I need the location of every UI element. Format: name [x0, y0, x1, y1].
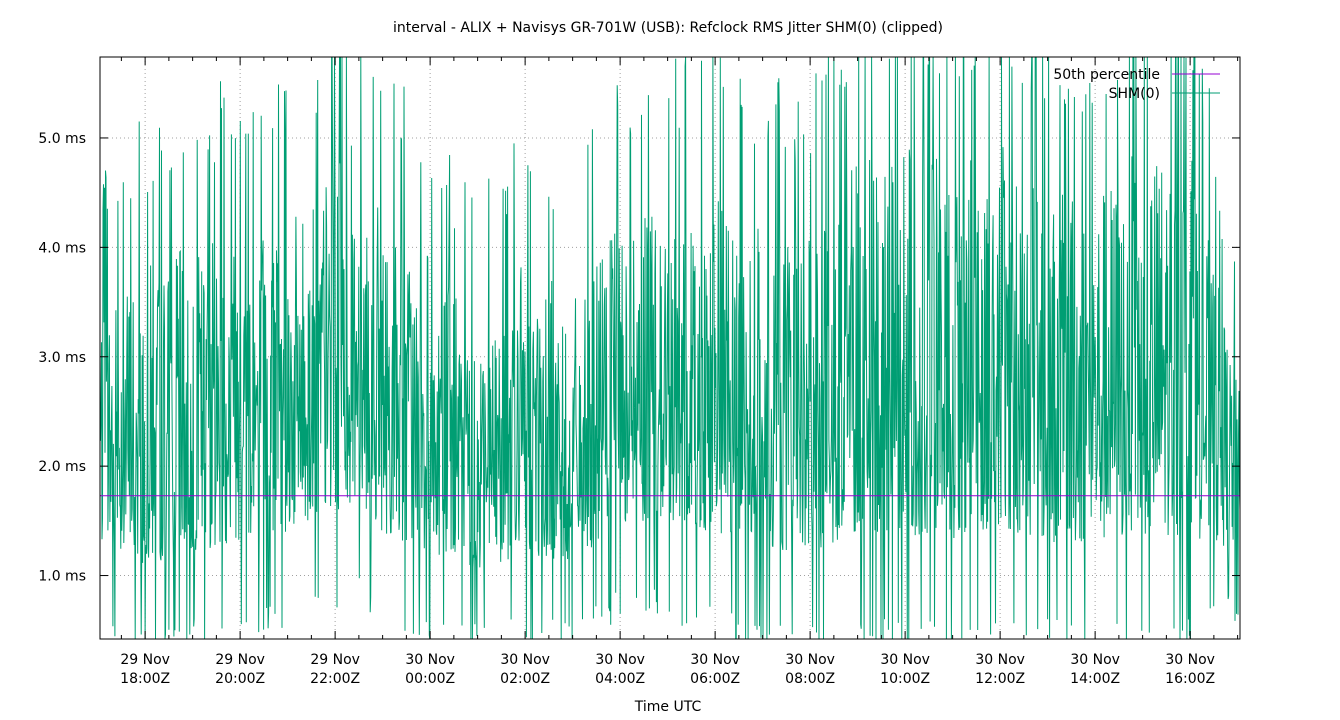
x-tick-label-time: 22:00Z: [310, 671, 360, 687]
x-tick-label-date: 30 Nov: [500, 652, 550, 668]
x-tick-label-date: 29 Nov: [310, 652, 360, 668]
legend-label-shm0: SHM(0): [1109, 86, 1160, 102]
x-tick-label-date: 30 Nov: [595, 652, 645, 668]
x-tick-label-time: 16:00Z: [1165, 671, 1215, 687]
legend: 50th percentile SHM(0): [1053, 67, 1220, 102]
x-tick-label-date: 30 Nov: [405, 652, 455, 668]
x-tick-label-time: 10:00Z: [880, 671, 930, 687]
x-tick-label-date: 30 Nov: [1070, 652, 1120, 668]
y-tick-label: 4.0 ms: [38, 240, 86, 256]
x-tick-label-time: 00:00Z: [405, 671, 455, 687]
x-tick-label-time: 08:00Z: [785, 671, 835, 687]
x-tick-label-time: 02:00Z: [500, 671, 550, 687]
chart-title: interval - ALIX + Navisys GR-701W (USB):…: [393, 20, 943, 36]
x-tick-label-date: 30 Nov: [690, 652, 740, 668]
x-tick-label-time: 12:00Z: [975, 671, 1025, 687]
y-tick-label: 5.0 ms: [38, 131, 86, 147]
x-tick-label-date: 30 Nov: [880, 652, 930, 668]
x-tick-label-date: 29 Nov: [120, 652, 170, 668]
x-tick-label-time: 20:00Z: [215, 671, 265, 687]
x-tick-label-time: 04:00Z: [595, 671, 645, 687]
series-shm0: [99, 56, 1241, 640]
x-tick-label-time: 18:00Z: [120, 671, 170, 687]
x-tick-label-date: 30 Nov: [975, 652, 1025, 668]
y-tick-label: 1.0 ms: [38, 569, 86, 585]
x-tick-label-date: 29 Nov: [215, 652, 265, 668]
x-axis: 29 Nov 18:00Z 29 Nov 20:00Z 29 Nov 22:00Z 30 N…: [120, 57, 1239, 687]
y-axis: 1.0 ms 2.0 ms 3.0 ms 4.0 ms 5.0 ms: [38, 131, 1240, 585]
y-tick-label: 2.0 ms: [38, 459, 86, 475]
series-line-shm0: [99, 56, 1241, 640]
x-axis-label: Time UTC: [634, 699, 702, 715]
x-tick-label-date: 30 Nov: [1165, 652, 1215, 668]
x-tick-label-date: 30 Nov: [785, 652, 835, 668]
legend-label-50th-percentile: 50th percentile: [1053, 67, 1160, 83]
plot-frame: [99, 56, 1241, 640]
x-tick-label-time: 14:00Z: [1070, 671, 1120, 687]
y-tick-label: 3.0 ms: [38, 350, 86, 366]
x-tick-label-time: 06:00Z: [690, 671, 740, 687]
